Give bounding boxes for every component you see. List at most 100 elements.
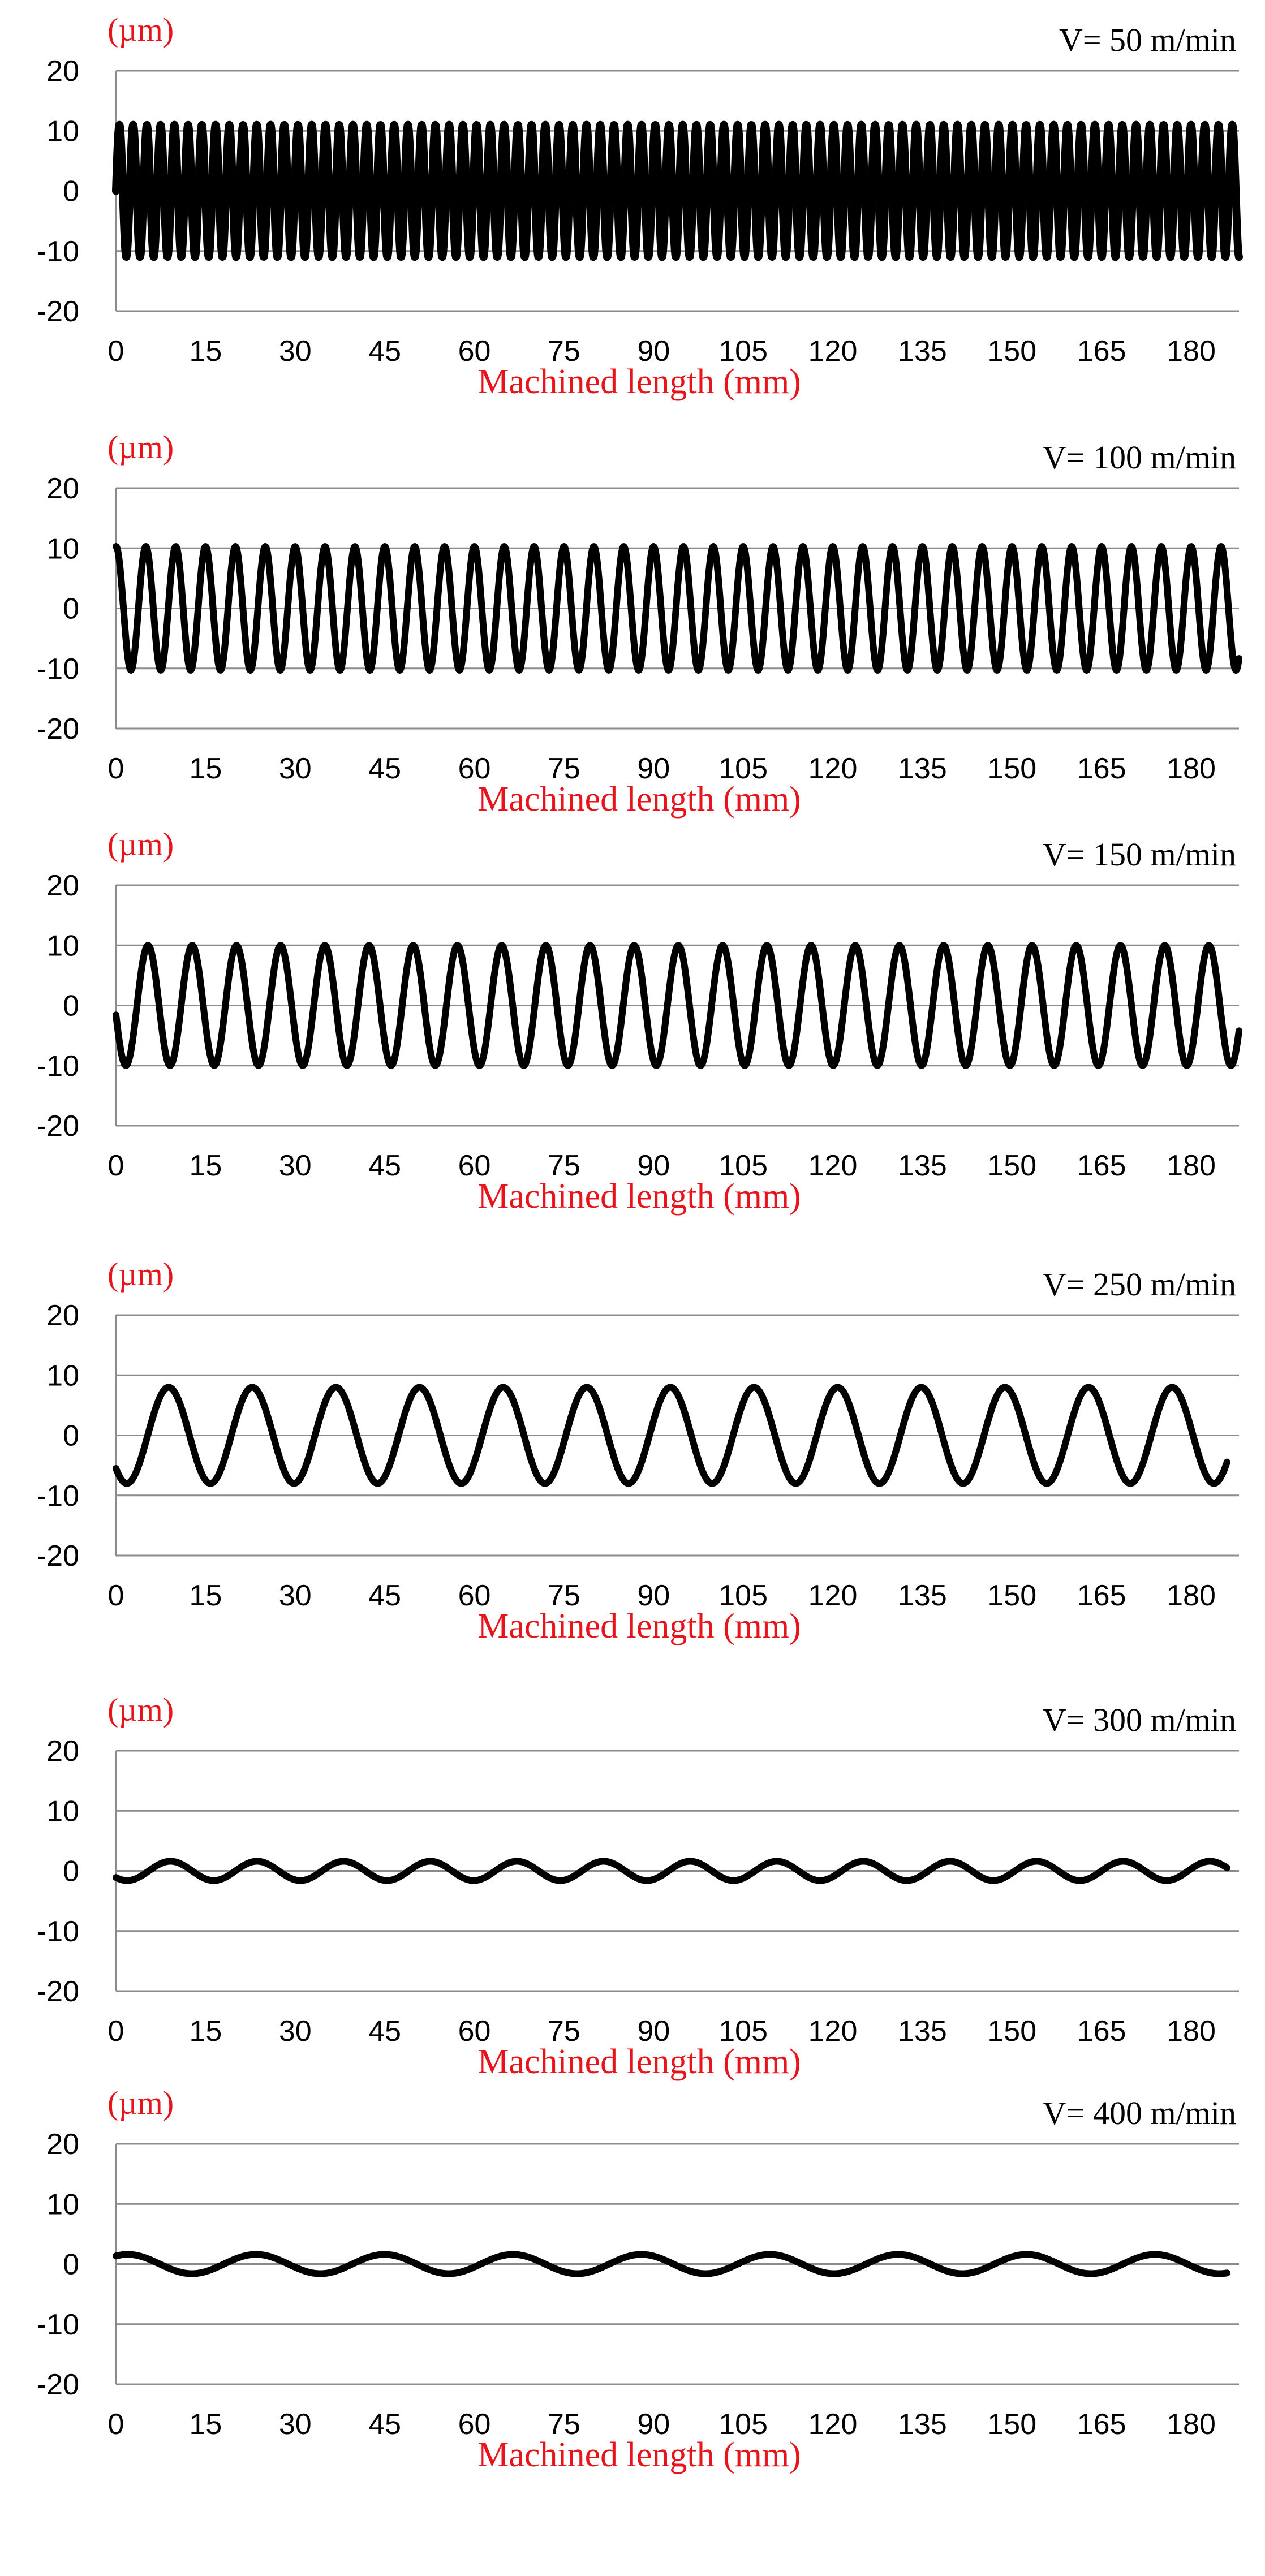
y-unit-label: (µm)	[107, 2084, 174, 2121]
x-tick-label: 165	[1077, 1579, 1126, 1612]
x-tick-label: 90	[637, 1579, 670, 1612]
speed-label: V= 400 m/min	[1043, 2095, 1236, 2131]
y-tick-label: 0	[63, 1855, 79, 1888]
x-axis-label: Machined length (mm)	[477, 1607, 801, 1645]
y-tick-label: 20	[46, 869, 79, 902]
y-tick-label: -10	[37, 653, 79, 686]
x-tick-label: 120	[808, 2015, 858, 2048]
x-tick-label: 120	[808, 1579, 858, 1612]
x-tick-label: 135	[898, 2408, 947, 2441]
y-tick-label: 20	[46, 472, 79, 505]
x-tick-label: 90	[637, 2015, 670, 2048]
x-axis-label: Machined length (mm)	[477, 1177, 801, 1216]
y-tick-label: 10	[46, 532, 79, 565]
y-tick-label: -10	[37, 235, 79, 268]
x-tick-label: 105	[718, 2015, 768, 2048]
y-tick-label: 20	[46, 2128, 79, 2161]
y-tick-label: 10	[46, 1795, 79, 1828]
x-tick-label: 75	[548, 2408, 580, 2441]
speed-label: V= 150 m/min	[1043, 836, 1236, 873]
x-tick-label: 150	[987, 2408, 1036, 2441]
x-tick-label: 150	[987, 335, 1036, 368]
x-tick-label: 60	[458, 2015, 491, 2048]
x-tick-label: 90	[637, 335, 670, 368]
x-tick-label: 15	[189, 2015, 222, 2048]
x-tick-label: 180	[1167, 1149, 1216, 1182]
x-tick-label: 75	[548, 2015, 580, 2048]
y-tick-label: 20	[46, 1735, 79, 1768]
y-tick-label: -20	[37, 1540, 79, 1573]
y-tick-label: -20	[37, 1975, 79, 2008]
x-tick-label: 135	[898, 752, 947, 785]
series-line	[113, 1384, 1230, 1487]
x-tick-label: 0	[108, 2408, 124, 2441]
x-tick-label: 45	[368, 335, 401, 368]
x-tick-label: 180	[1167, 752, 1216, 785]
x-tick-label: 15	[189, 1149, 222, 1182]
x-tick-label: 60	[458, 1579, 491, 1612]
series-line	[113, 1858, 1230, 1884]
x-tick-label: 165	[1077, 335, 1126, 368]
y-unit-label: (µm)	[107, 1691, 174, 1728]
x-tick-label: 165	[1077, 2015, 1126, 2048]
y-tick-label: -10	[37, 1050, 79, 1083]
chart-panel-5: 20 10 0 -10 -20 0 15 30 45 60 75 90 105 120 135 150 165 1…	[0, 1680, 1265, 2081]
x-tick-label: 0	[108, 335, 124, 368]
x-tick-label: 0	[108, 1579, 124, 1612]
y-tick-label: -20	[37, 295, 79, 328]
y-tick-label: -10	[37, 1480, 79, 1513]
speed-label: V= 50 m/min	[1059, 21, 1236, 58]
x-tick-label: 45	[368, 1579, 401, 1612]
x-tick-label: 15	[189, 1579, 222, 1612]
x-tick-label: 0	[108, 2015, 124, 2048]
y-tick-label: -10	[37, 2308, 79, 2341]
x-tick-label: 105	[718, 1579, 768, 1612]
x-tick-label: 165	[1077, 752, 1126, 785]
y-unit-label: (µm)	[107, 826, 174, 863]
x-tick-label: 150	[987, 1149, 1036, 1182]
y-tick-label: 20	[46, 1299, 79, 1332]
x-tick-label: 45	[368, 2408, 401, 2441]
y-tick-label: 10	[46, 929, 79, 962]
x-tick-label: 150	[987, 2015, 1036, 2048]
x-tick-label: 15	[189, 752, 222, 785]
x-tick-label: 120	[808, 335, 858, 368]
x-tick-label: 30	[279, 2408, 312, 2441]
y-unit-label: (µm)	[107, 429, 174, 466]
x-tick-label: 75	[548, 752, 580, 785]
y-unit-label: (µm)	[107, 11, 174, 48]
x-tick-label: 60	[458, 1149, 491, 1182]
chart-panel-2: 20 10 0 -10 -20 0 15 30 45 60 75 90 105 120 135 150 165 1…	[0, 417, 1265, 819]
series-line	[113, 2251, 1230, 2277]
series-line	[113, 942, 1242, 1069]
y-tick-label: 0	[63, 1420, 79, 1453]
y-tick-label: -20	[37, 713, 79, 746]
chart-panel-3: 20 10 0 -10 -20 0 15 30 45 60 75 90 105 120 135 150 165 1…	[0, 815, 1265, 1216]
x-tick-label: 90	[637, 1149, 670, 1182]
chart-svg-1: 20 10 0 -10 -20 0 15 30 45 60 75 90 105 120 135 150 165 1…	[37, 11, 1243, 401]
x-axis-label: Machined length (mm)	[477, 780, 801, 819]
x-tick-label: 90	[637, 752, 670, 785]
x-tick-label: 30	[279, 1149, 312, 1182]
speed-label: V= 250 m/min	[1043, 1266, 1236, 1303]
x-tick-label: 165	[1077, 2408, 1126, 2441]
y-unit-label: (µm)	[107, 1256, 174, 1293]
y-tick-label: -20	[37, 2368, 79, 2401]
x-tick-label: 45	[368, 752, 401, 785]
y-tick-label: 10	[46, 1359, 79, 1392]
y-tick-label: 10	[46, 2188, 79, 2221]
x-tick-label: 105	[718, 752, 768, 785]
x-tick-label: 75	[548, 1149, 580, 1182]
x-tick-label: 135	[898, 2015, 947, 2048]
x-tick-label: 165	[1077, 1149, 1126, 1182]
speed-label: V= 300 m/min	[1043, 1701, 1236, 1738]
x-tick-label: 60	[458, 335, 491, 368]
x-axis-label: Machined length (mm)	[477, 363, 801, 401]
x-tick-label: 60	[458, 752, 491, 785]
x-tick-label: 150	[987, 752, 1036, 785]
series-line	[113, 543, 1242, 674]
chart-svg-3: 20 10 0 -10 -20 0 15 30 45 60 75 90 105 120 135 150 165 1…	[37, 826, 1242, 1216]
x-axis-label: Machined length (mm)	[477, 2043, 801, 2081]
x-axis-label: Machined length (mm)	[477, 2436, 801, 2474]
x-tick-label: 135	[898, 335, 947, 368]
